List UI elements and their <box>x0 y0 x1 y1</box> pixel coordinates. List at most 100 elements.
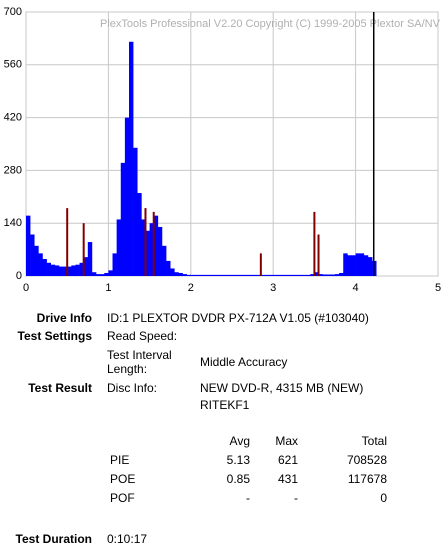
bar <box>58 266 64 276</box>
cell: 621 <box>277 453 298 467</box>
bar <box>359 253 365 276</box>
bar <box>367 257 373 276</box>
bar <box>236 274 241 276</box>
bar <box>256 274 262 276</box>
bar <box>223 274 229 276</box>
bar <box>306 274 311 276</box>
cell: 117678 <box>347 472 387 486</box>
plot-area <box>25 11 439 277</box>
value: Middle Accuracy <box>200 355 288 369</box>
column-header: Avg <box>229 434 250 448</box>
x-tick-label: 2 <box>188 282 194 294</box>
bar <box>310 274 315 276</box>
bar <box>161 245 167 276</box>
bar <box>260 274 266 276</box>
bar <box>112 253 117 276</box>
label: Test Duration <box>15 532 92 546</box>
bar <box>82 223 85 276</box>
bar <box>317 234 320 276</box>
bar <box>322 274 328 276</box>
value: NEW DVD-R, 4315 MB (NEW) <box>200 381 364 395</box>
x-tick-label: 4 <box>353 282 359 294</box>
bar <box>38 253 43 276</box>
bar <box>186 274 192 276</box>
bar <box>129 41 134 277</box>
bar <box>26 215 31 276</box>
cell: 0.85 <box>226 472 250 486</box>
bar <box>100 274 105 276</box>
bar <box>30 234 35 276</box>
cell: - <box>246 491 250 505</box>
bar <box>66 208 69 276</box>
bar <box>343 253 348 276</box>
x-tick-label: 1 <box>105 282 111 294</box>
bar <box>330 274 336 276</box>
row-label: POE <box>110 472 136 486</box>
y-tick-label: 140 <box>4 217 22 229</box>
bar <box>289 274 295 276</box>
bar <box>199 274 204 276</box>
row-label: POF <box>110 491 135 505</box>
bar <box>244 274 249 276</box>
x-tick-label: 3 <box>270 282 276 294</box>
bar <box>79 262 84 276</box>
bar <box>297 274 303 276</box>
label: Test Settings <box>17 329 92 343</box>
bar <box>335 274 340 276</box>
value: Read Speed: <box>107 329 178 343</box>
label: Drive Info <box>36 311 92 325</box>
bar <box>108 270 113 276</box>
column-header: Max <box>275 434 298 448</box>
bar <box>42 259 47 276</box>
y-tick-label: 560 <box>4 59 22 71</box>
bar <box>314 272 319 276</box>
bar <box>203 274 208 276</box>
bar <box>67 266 72 276</box>
bar <box>71 265 76 276</box>
bar <box>157 226 163 276</box>
bar <box>174 272 179 276</box>
bar <box>50 264 56 276</box>
bar <box>351 255 356 276</box>
x-tick-label: 5 <box>435 282 441 294</box>
bar <box>133 147 138 276</box>
bar <box>281 274 286 276</box>
bar <box>355 253 361 276</box>
bar <box>178 272 183 276</box>
column-header: Total <box>361 434 387 448</box>
bar <box>182 274 187 276</box>
bar <box>211 274 216 276</box>
bar <box>152 211 155 276</box>
bar <box>363 255 369 276</box>
bar <box>63 266 68 276</box>
bar <box>194 274 200 276</box>
bar <box>144 208 147 276</box>
cell: 708528 <box>346 453 387 467</box>
bar <box>116 219 122 276</box>
x-tick-label: 0 <box>23 282 29 294</box>
bar <box>326 274 332 276</box>
bar <box>277 274 282 276</box>
bar <box>248 274 253 276</box>
bar <box>293 274 299 276</box>
value: Disc Info: <box>107 381 158 395</box>
chart: 0 140 280 420 560 700 0 1 2 3 4 5 PlexTools Professi… <box>4 6 441 294</box>
value: ID:1 PLEXTOR DVDR PX-712A V1.05 (#103040… <box>107 311 369 325</box>
y-tick-label: 420 <box>4 112 22 124</box>
bar <box>227 274 233 276</box>
bar <box>124 117 130 276</box>
bar <box>302 274 307 276</box>
cell: 0 <box>380 491 387 505</box>
bar <box>240 274 245 276</box>
bar <box>46 262 52 276</box>
bar <box>149 223 155 276</box>
bar <box>137 193 142 276</box>
watermark: PlexTools Professional V2.20 Copyright (… <box>100 18 441 30</box>
bar <box>190 274 196 276</box>
bar <box>34 245 39 276</box>
value: Test Interval Length: <box>107 348 172 376</box>
y-tick-label: 0 <box>16 270 22 282</box>
bar <box>75 264 80 276</box>
bar <box>153 215 159 276</box>
